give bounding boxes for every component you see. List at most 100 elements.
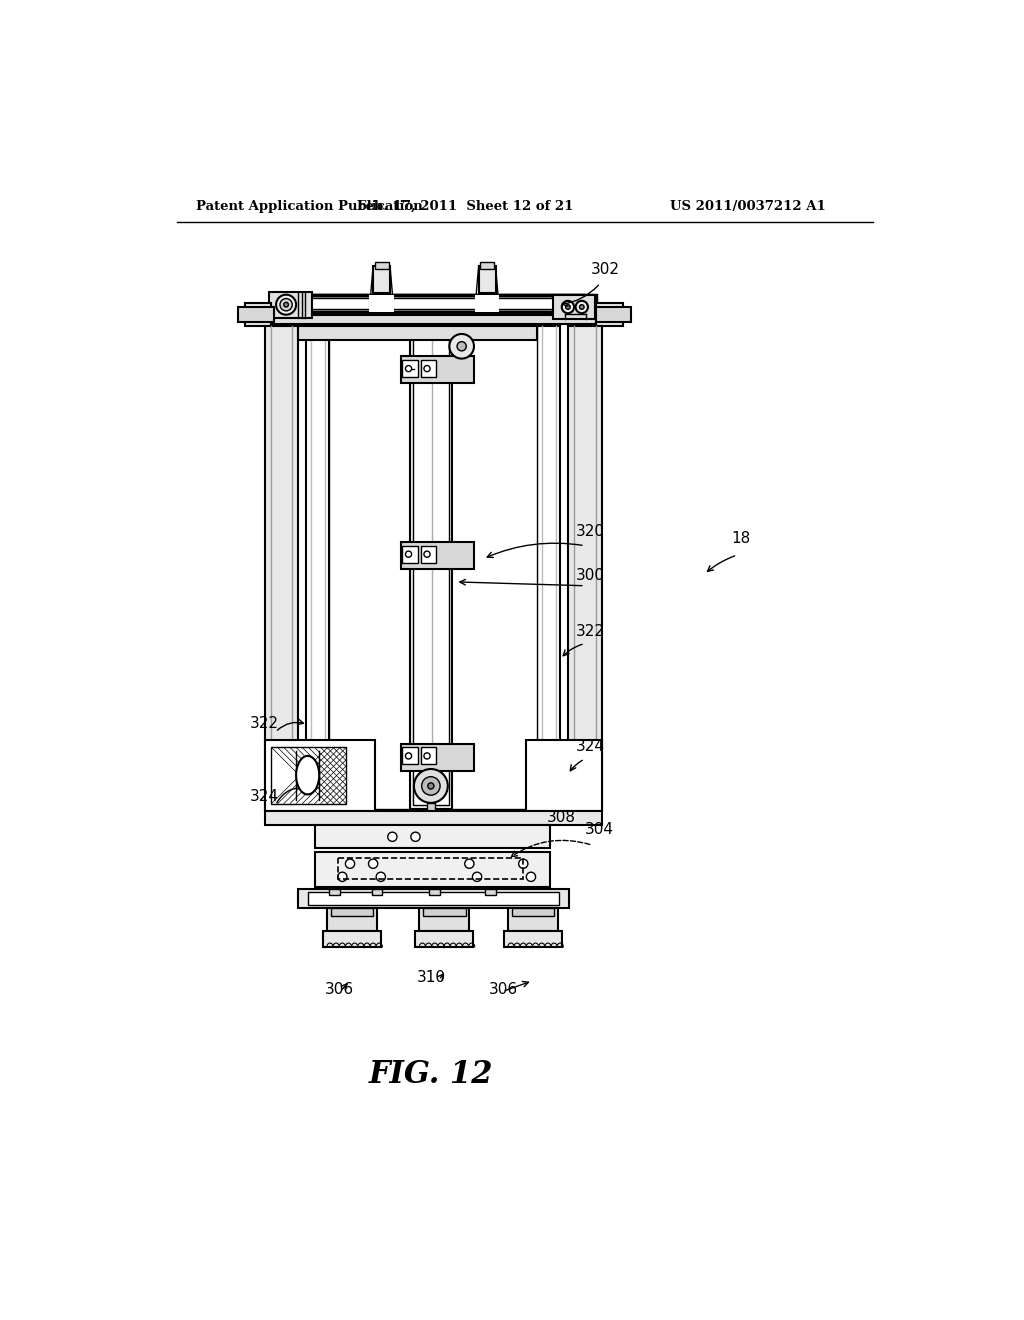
Bar xyxy=(478,267,496,293)
Bar xyxy=(402,545,418,562)
Text: 304: 304 xyxy=(585,822,613,837)
Bar xyxy=(400,543,474,569)
Circle shape xyxy=(428,783,434,789)
Bar xyxy=(423,908,466,916)
Circle shape xyxy=(518,859,528,869)
Circle shape xyxy=(284,302,289,308)
Circle shape xyxy=(562,301,574,313)
Circle shape xyxy=(424,366,430,372)
Bar xyxy=(370,296,394,313)
Bar xyxy=(298,890,569,908)
Bar xyxy=(596,304,623,326)
Bar xyxy=(596,308,631,322)
Circle shape xyxy=(526,873,536,882)
Bar xyxy=(245,304,271,326)
Bar xyxy=(400,356,474,383)
Bar xyxy=(419,908,469,932)
Circle shape xyxy=(424,552,430,557)
Bar xyxy=(508,908,558,932)
Bar xyxy=(421,360,436,378)
Bar xyxy=(413,330,450,805)
Text: 320: 320 xyxy=(575,524,604,539)
Bar xyxy=(330,326,538,809)
Circle shape xyxy=(280,298,292,312)
Circle shape xyxy=(422,776,440,795)
Bar xyxy=(421,545,436,562)
Bar xyxy=(307,892,559,906)
Circle shape xyxy=(376,873,385,882)
Bar xyxy=(327,908,377,932)
Bar xyxy=(525,739,602,812)
Circle shape xyxy=(388,832,397,841)
Bar xyxy=(339,858,523,879)
Bar xyxy=(475,296,500,313)
Bar xyxy=(289,298,579,309)
Bar xyxy=(538,326,560,809)
Bar xyxy=(480,263,494,268)
Circle shape xyxy=(276,294,296,314)
Bar xyxy=(271,296,596,313)
Circle shape xyxy=(465,859,474,869)
Bar xyxy=(306,326,330,809)
Circle shape xyxy=(345,859,354,869)
Circle shape xyxy=(472,873,481,882)
Bar xyxy=(315,853,550,887)
Circle shape xyxy=(457,342,466,351)
Circle shape xyxy=(580,305,584,309)
Circle shape xyxy=(406,552,412,557)
Text: 306: 306 xyxy=(325,982,353,997)
Bar xyxy=(429,890,440,895)
Text: FIG. 12: FIG. 12 xyxy=(369,1059,494,1090)
Text: 302: 302 xyxy=(591,261,620,277)
Text: 310: 310 xyxy=(417,970,445,985)
Circle shape xyxy=(406,366,412,372)
Text: 324: 324 xyxy=(575,739,604,754)
Bar xyxy=(427,803,435,818)
Bar xyxy=(512,908,554,916)
Circle shape xyxy=(424,752,430,759)
Bar xyxy=(484,890,496,895)
Circle shape xyxy=(414,770,447,803)
Bar xyxy=(330,890,340,895)
Bar xyxy=(239,308,273,322)
Text: 300: 300 xyxy=(575,569,604,583)
Bar xyxy=(265,812,602,825)
Bar xyxy=(416,932,473,946)
Bar xyxy=(400,743,474,771)
Bar xyxy=(410,326,453,809)
Text: 324: 324 xyxy=(250,789,279,804)
Bar xyxy=(375,263,388,268)
Ellipse shape xyxy=(296,756,319,795)
Bar xyxy=(265,739,376,812)
Bar xyxy=(331,908,373,916)
Bar xyxy=(315,825,550,849)
Bar xyxy=(421,747,436,764)
Circle shape xyxy=(406,752,412,759)
Circle shape xyxy=(565,305,570,309)
Circle shape xyxy=(338,873,347,882)
Text: Feb. 17, 2011  Sheet 12 of 21: Feb. 17, 2011 Sheet 12 of 21 xyxy=(357,199,573,213)
Bar xyxy=(553,296,595,318)
Circle shape xyxy=(411,832,420,841)
Bar xyxy=(265,326,298,809)
Bar xyxy=(504,932,562,946)
Circle shape xyxy=(575,301,588,313)
Bar xyxy=(269,292,311,318)
Bar xyxy=(323,932,381,946)
Text: 308: 308 xyxy=(547,810,575,825)
Bar xyxy=(568,326,602,809)
Text: 306: 306 xyxy=(488,982,518,997)
Bar xyxy=(298,326,538,341)
Circle shape xyxy=(450,334,474,359)
Bar xyxy=(372,890,382,895)
Text: US 2011/0037212 A1: US 2011/0037212 A1 xyxy=(670,199,825,213)
Bar xyxy=(402,360,418,378)
Bar xyxy=(271,314,596,323)
Text: 322: 322 xyxy=(575,624,604,639)
Text: 322: 322 xyxy=(250,717,279,731)
Bar xyxy=(402,747,418,764)
Bar xyxy=(271,747,346,804)
Bar xyxy=(373,267,390,293)
Circle shape xyxy=(369,859,378,869)
Text: 18: 18 xyxy=(731,532,751,546)
